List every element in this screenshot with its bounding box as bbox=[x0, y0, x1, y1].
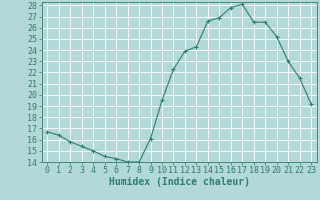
X-axis label: Humidex (Indice chaleur): Humidex (Indice chaleur) bbox=[109, 177, 250, 187]
